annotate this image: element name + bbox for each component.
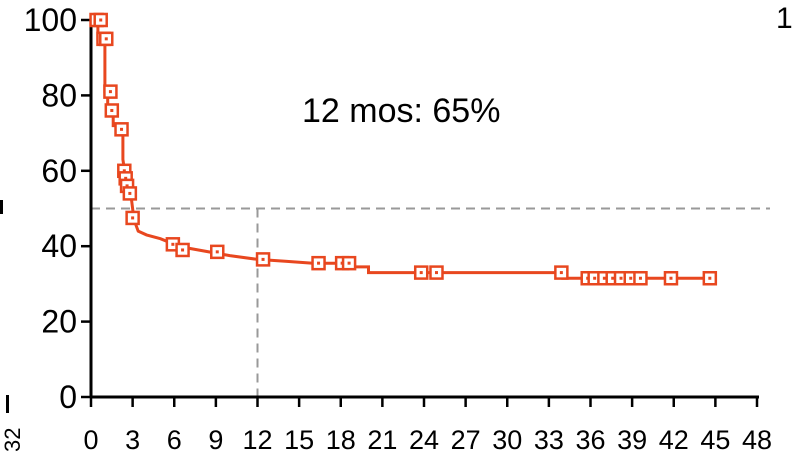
x-tick-label: 48 [742,425,772,455]
survival-curve [91,18,716,280]
cropped-edge-text-right: 1 [776,2,793,35]
y-tick-label: 60 [41,153,77,189]
censor-mark-center [593,276,597,280]
censor-mark-center [104,37,108,41]
censor-mark-center [619,276,623,280]
x-tick-label: 33 [534,425,564,455]
censor-mark-center [317,261,321,265]
survival-curve-path [91,18,716,280]
censor-marks [89,12,718,286]
censor-mark-center [638,276,642,280]
x-tick-label: 12 [242,425,272,455]
cropped-edge-mark [6,395,9,413]
censor-mark-center [669,276,673,280]
x-axis-ticks: 0 3 6 9 12 15 18 21 24 27 30 33 36 39 42 45 48 [83,397,772,455]
x-tick-label: 21 [367,425,397,455]
annotation-12-months: 12 mos: 65% [302,92,501,130]
y-tick-label: 100 [24,2,77,38]
x-tick-label: 18 [326,425,356,455]
x-tick-label: 42 [659,425,689,455]
censor-mark-center [261,257,265,261]
y-tick-label: 40 [41,228,77,264]
x-tick-label: 9 [208,425,223,455]
censor-mark-center [629,276,633,280]
y-tick-label: 80 [41,77,77,113]
censor-mark-center [347,261,351,265]
censor-mark-center [122,169,126,173]
x-tick-label: 15 [284,425,314,455]
censor-mark-center [125,184,129,188]
y-axis-ticks: 0 20 40 60 80 100 [24,2,91,415]
censor-mark-center [215,250,219,254]
y-tick-label: 0 [59,379,77,415]
reference-lines [91,207,770,397]
cropped-edge-dot [0,200,3,214]
x-tick-label: 27 [451,425,481,455]
x-tick-label: 24 [409,425,439,455]
censor-mark-center [419,271,423,275]
x-tick-label: 6 [167,425,182,455]
censor-mark-center [128,191,132,195]
censor-mark-center [108,90,112,94]
cropped-edge-text-left: 32 [0,427,25,452]
censor-mark-center [99,18,103,22]
censor-mark-center [611,276,615,280]
censor-mark-center [708,276,712,280]
censor-mark-center [124,176,128,180]
y-tick-label: 20 [41,304,77,340]
x-tick-label: 3 [125,425,140,455]
x-tick-label: 45 [700,425,730,455]
x-tick-label: 39 [617,425,647,455]
censor-mark-center [181,248,185,252]
censor-mark-center [602,276,606,280]
censor-mark-center [559,271,563,275]
censor-mark-center [434,271,438,275]
x-tick-label: 36 [575,425,605,455]
censor-mark-center [110,108,114,112]
censor-mark-center [120,127,124,131]
x-tick-label: 0 [83,425,98,455]
x-tick-label: 30 [492,425,522,455]
censor-mark-center [171,242,175,246]
censor-mark-center [131,216,135,220]
